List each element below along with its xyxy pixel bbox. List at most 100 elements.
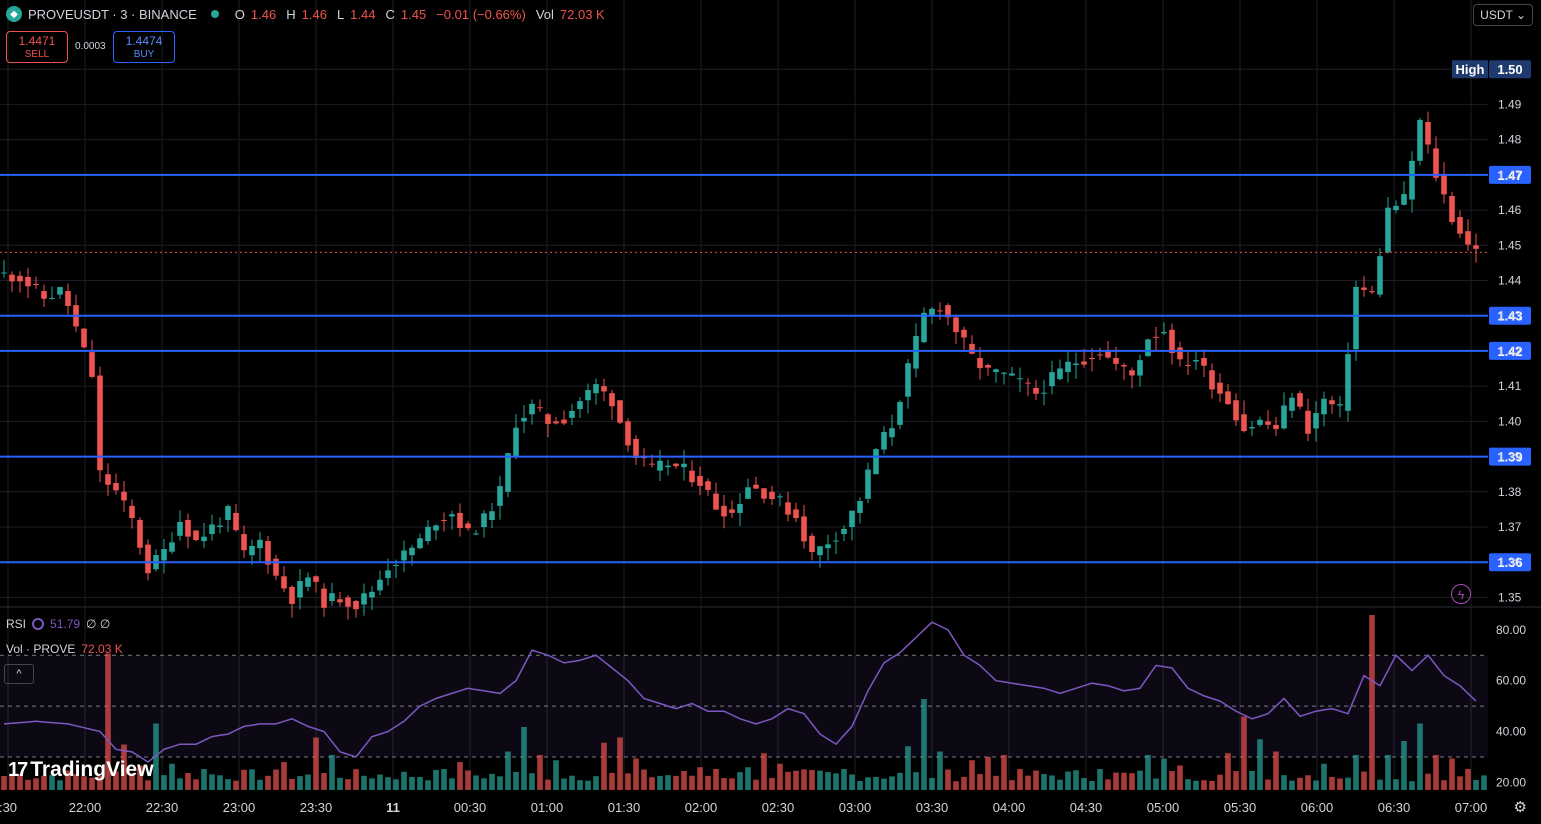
rsi-settings-icon[interactable]	[32, 618, 45, 630]
volume-bar	[361, 775, 367, 790]
volume-bar	[1065, 771, 1071, 790]
candle	[289, 585, 295, 618]
candle	[713, 482, 719, 510]
volume-bar	[337, 777, 343, 790]
volume-bar	[881, 778, 887, 790]
candle	[177, 510, 183, 541]
price-level-label-box	[1489, 341, 1531, 360]
candle-body	[1057, 368, 1063, 380]
candle	[1161, 322, 1167, 335]
volume-bar	[1121, 772, 1127, 790]
candle-body	[433, 525, 439, 531]
candle-body	[41, 291, 47, 299]
volume-bar	[241, 769, 247, 790]
volume-bar	[273, 769, 279, 790]
rsi-legend[interactable]: RSI 51.79 ∅ ∅	[6, 617, 110, 631]
volume-bar	[865, 777, 871, 790]
candle	[1337, 395, 1343, 418]
candle-body	[561, 419, 567, 424]
volume-bar	[169, 763, 175, 790]
volume-bar	[809, 769, 815, 790]
candle-body	[857, 501, 863, 513]
candle-body	[905, 363, 911, 397]
candle	[1305, 398, 1311, 442]
candle	[769, 485, 775, 505]
candle	[849, 510, 855, 541]
candle	[729, 500, 735, 518]
candle-body	[257, 539, 263, 549]
volume-bar	[1377, 779, 1383, 790]
sell-button[interactable]: 1.4471 SELL	[6, 31, 68, 63]
candle	[873, 448, 879, 475]
time-axis-tick: 05:00	[1147, 800, 1180, 815]
volume-bar	[1273, 751, 1279, 790]
candle-body	[97, 375, 103, 471]
symbol-title[interactable]: PROVEUSDT · 3 · BINANCE	[28, 6, 197, 22]
volume-bar	[769, 777, 775, 790]
candle-body	[1393, 205, 1399, 211]
volume-bar	[561, 778, 567, 790]
candle-body	[1385, 207, 1391, 253]
price-axis-tick: 1.44	[1498, 274, 1522, 288]
candle-body	[489, 511, 495, 520]
time-axis-tick: 06:30	[1378, 800, 1411, 815]
time-axis-tick: 02:00	[685, 800, 718, 815]
bolt-icon[interactable]: ϟ	[1451, 584, 1471, 604]
volume-bar	[65, 770, 71, 790]
price-axis-tick: 1.43	[1498, 309, 1522, 323]
candle	[993, 368, 999, 383]
volume-legend[interactable]: Vol · PROVE 72.03 K	[6, 642, 123, 656]
collapse-legend-button[interactable]: ^	[4, 664, 34, 684]
time-axis-tick: 00:30	[454, 800, 487, 815]
tradingview-logo[interactable]: 17 TradingView	[8, 758, 154, 782]
volume-bar	[985, 756, 991, 790]
candle-body	[697, 475, 703, 486]
candle-body	[1249, 427, 1255, 429]
price-level-label-box	[1489, 165, 1531, 184]
candle-body	[1465, 231, 1471, 245]
candle	[1057, 359, 1063, 381]
candle	[753, 476, 759, 489]
candle-body	[345, 597, 351, 607]
candle	[953, 314, 959, 345]
candle-body	[1153, 336, 1159, 338]
buy-button[interactable]: 1.4474 BUY	[113, 31, 175, 63]
volume-bar	[1089, 780, 1095, 790]
candle-body	[1345, 354, 1351, 411]
volume-bar	[1297, 777, 1303, 790]
volume-bar	[97, 776, 103, 790]
candle	[1449, 191, 1455, 225]
candle	[545, 413, 551, 438]
candle-body	[105, 474, 111, 485]
candle-body	[833, 540, 839, 542]
candle	[561, 410, 567, 426]
candle	[737, 493, 743, 527]
candle-body	[425, 526, 431, 542]
candle	[985, 363, 991, 376]
candle-body	[689, 470, 695, 483]
buy-label: BUY	[133, 49, 155, 60]
volume-bar	[1465, 769, 1471, 790]
candle-body	[721, 505, 727, 517]
price-axis-tick: 1.46	[1498, 203, 1522, 217]
candle	[1241, 400, 1247, 433]
volume-bar	[185, 773, 191, 790]
candle	[1137, 354, 1143, 387]
candle	[961, 326, 967, 350]
settings-icon[interactable]: ⚙	[1513, 799, 1527, 816]
candle-body	[937, 310, 943, 312]
currency-dropdown[interactable]: USDT ⌄	[1473, 4, 1533, 26]
volume-bar	[121, 744, 127, 790]
candle	[73, 294, 79, 332]
volume-bar	[433, 769, 439, 790]
candle-body	[121, 491, 127, 501]
volume-bar	[681, 770, 687, 790]
candle-body	[593, 384, 599, 394]
candle	[721, 494, 727, 529]
candle-body	[881, 431, 887, 450]
candle	[153, 549, 159, 572]
time-axis-tick: 23:30	[300, 800, 333, 815]
volume-bar	[1017, 769, 1023, 790]
candle	[681, 449, 687, 481]
